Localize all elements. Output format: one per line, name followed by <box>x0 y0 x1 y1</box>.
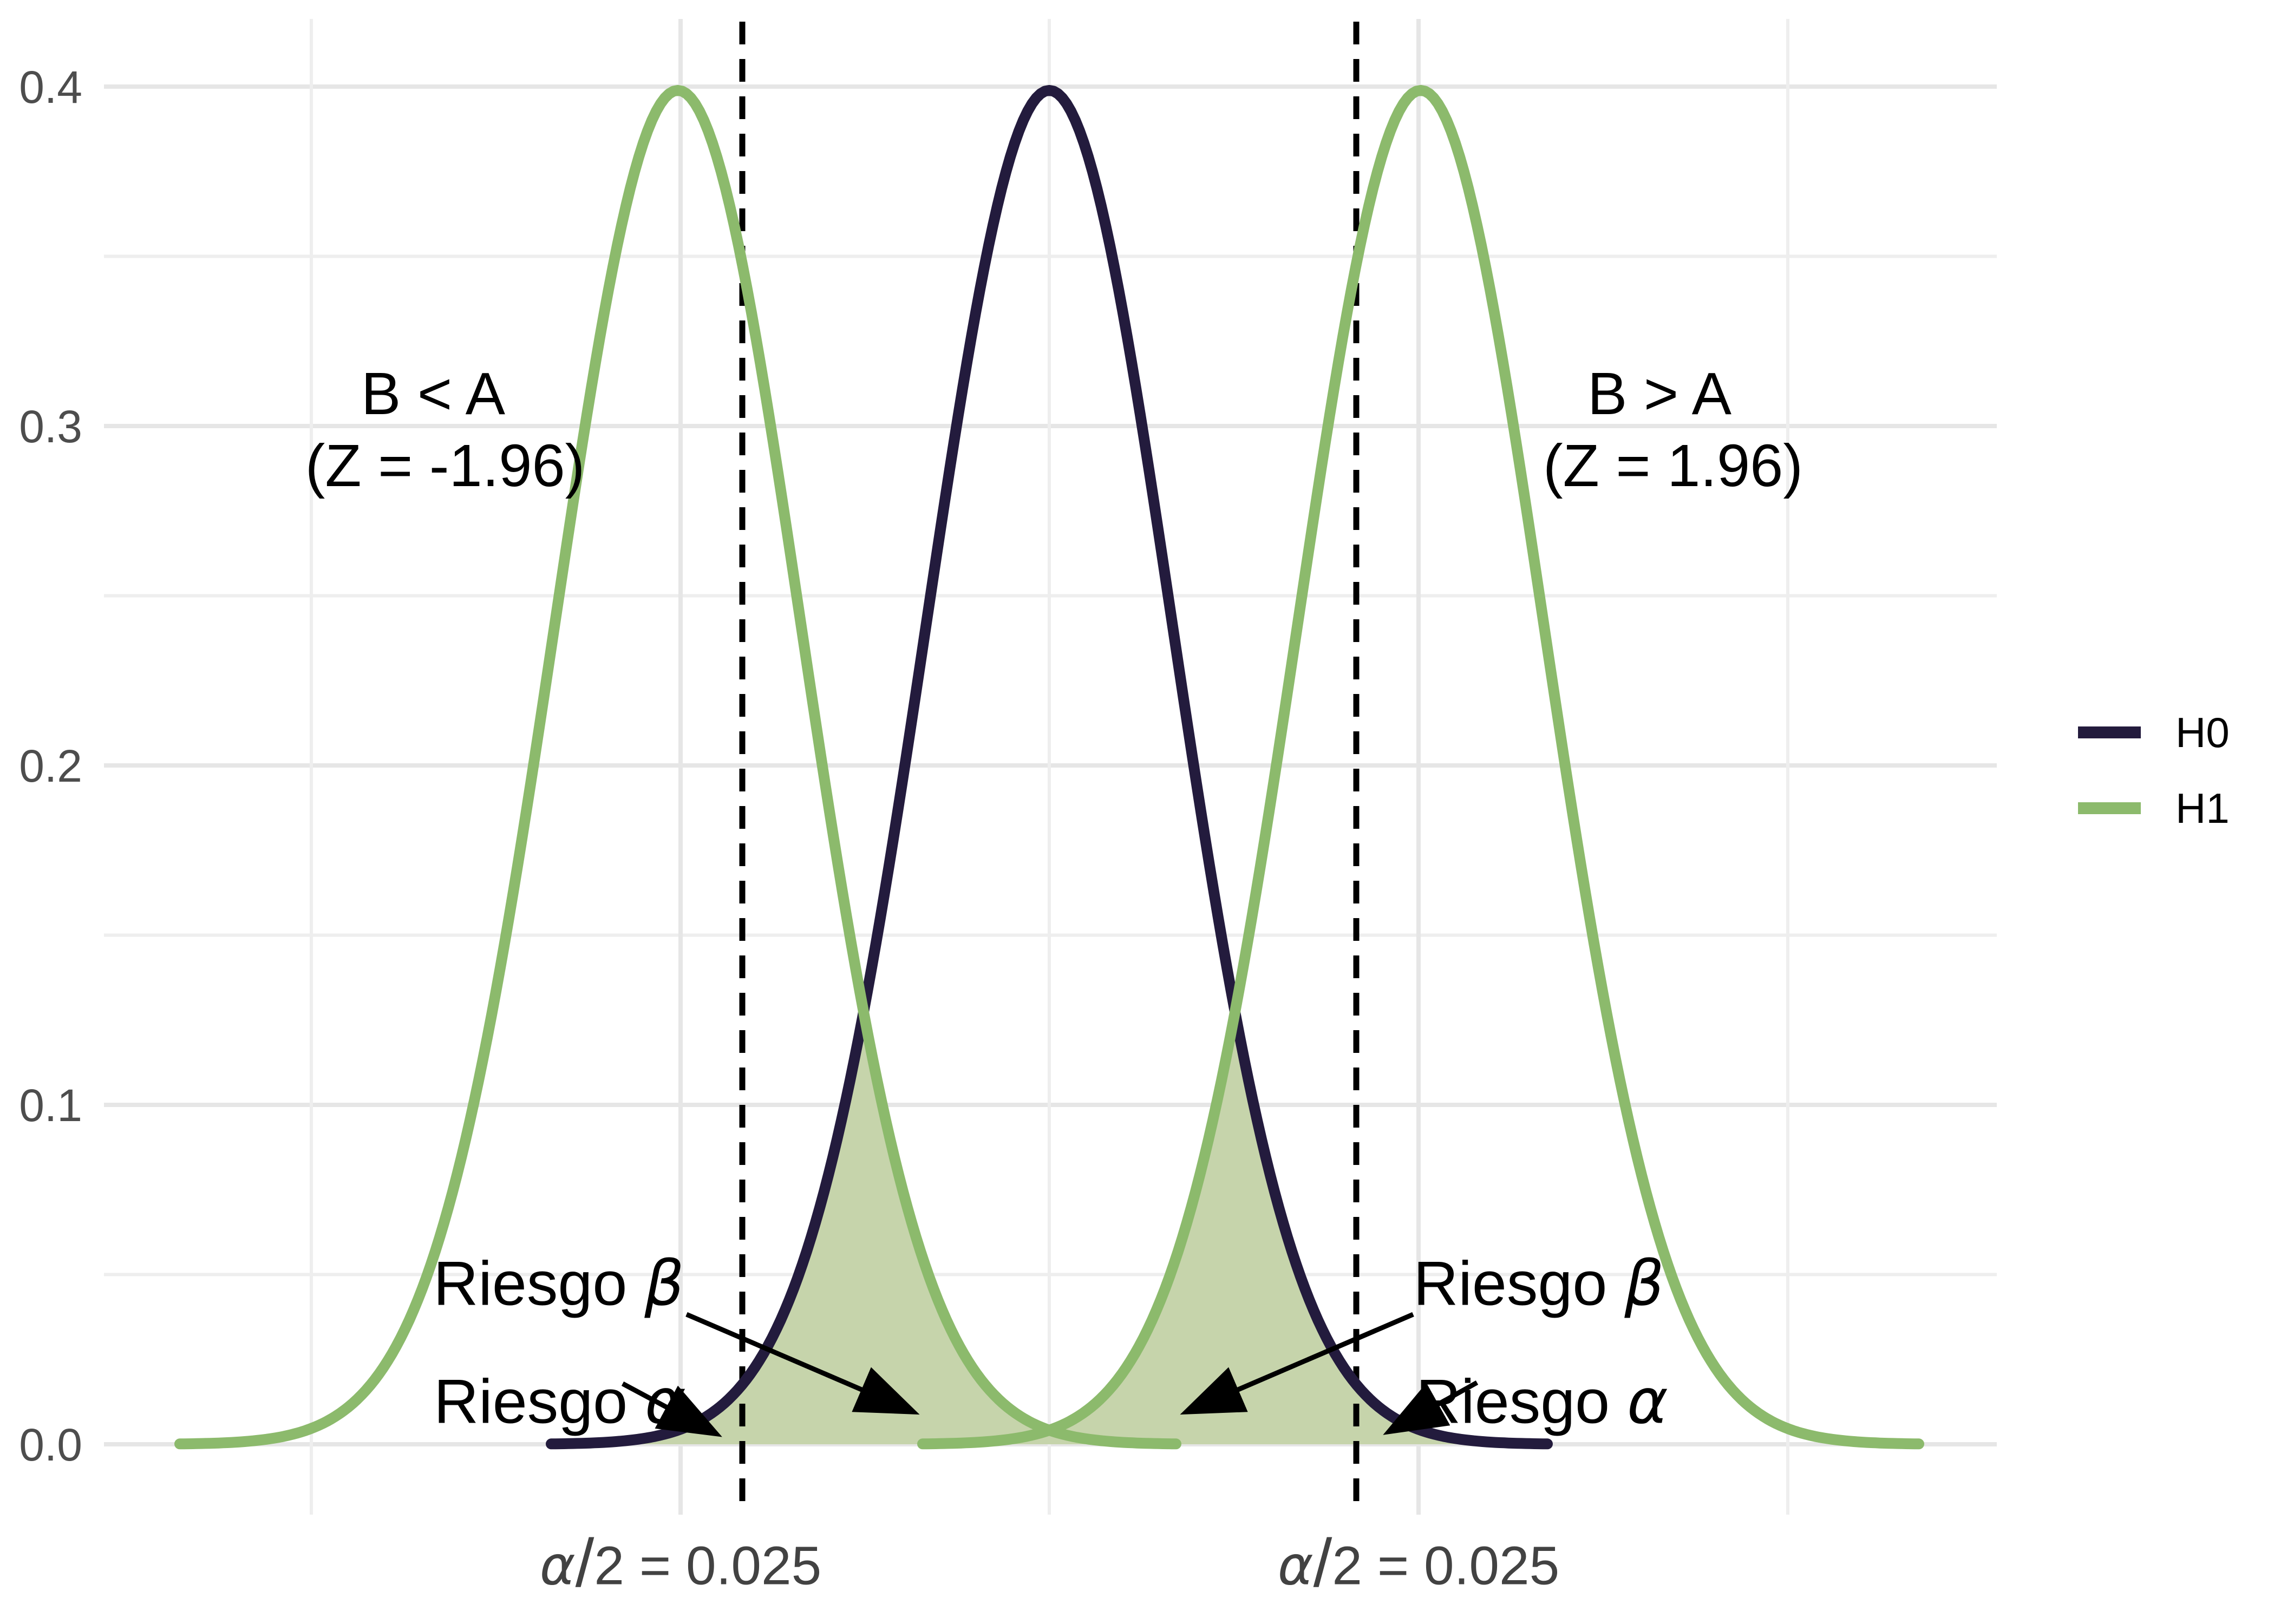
risk-beta-label-left: Riesgo β <box>433 1247 684 1320</box>
legend: H0 H1 <box>2078 708 2230 860</box>
legend-label-h1: H1 <box>2175 784 2230 832</box>
h0-line-swatch <box>2078 726 2141 738</box>
risk-alpha-label-left: Riesgo α <box>434 1365 686 1438</box>
annotation-arrows <box>621 1312 1479 1437</box>
y-axis-tick-labels: 0.4 0.3 0.2 0.1 0.0 <box>19 62 82 1470</box>
y-tick-label: 0.0 <box>19 1419 82 1470</box>
left-hypothesis-line1: B < A <box>361 361 506 427</box>
right-hypothesis-line2: (Z = 1.96) <box>1543 433 1803 499</box>
y-tick-label: 0.3 <box>19 401 82 452</box>
y-tick-label: 0.4 <box>19 62 82 113</box>
overlap-shaded-regions <box>551 1014 1547 1444</box>
x-axis-tick-label-left: α/2 = 0.025 <box>539 1525 822 1601</box>
left-hypothesis-line2: (Z = -1.96) <box>305 433 585 499</box>
x-axis-tick-label-right: α/2 = 0.025 <box>1277 1525 1560 1601</box>
legend-label-h0: H0 <box>2175 708 2230 756</box>
y-tick-label: 0.1 <box>19 1080 82 1131</box>
gridlines <box>104 19 1997 1515</box>
legend-item-h0: H0 <box>2078 708 2230 757</box>
risk-beta-label-right: Riesgo β <box>1413 1247 1664 1320</box>
critical-value-dashed-lines <box>739 22 1360 1515</box>
right-hypothesis-line1: B > A <box>1587 361 1732 427</box>
h1-line-swatch <box>2078 802 2141 814</box>
y-tick-label: 0.2 <box>19 741 82 791</box>
risk-alpha-label-right: Riesgo α <box>1416 1365 1668 1438</box>
legend-item-h1: H1 <box>2078 784 2230 833</box>
